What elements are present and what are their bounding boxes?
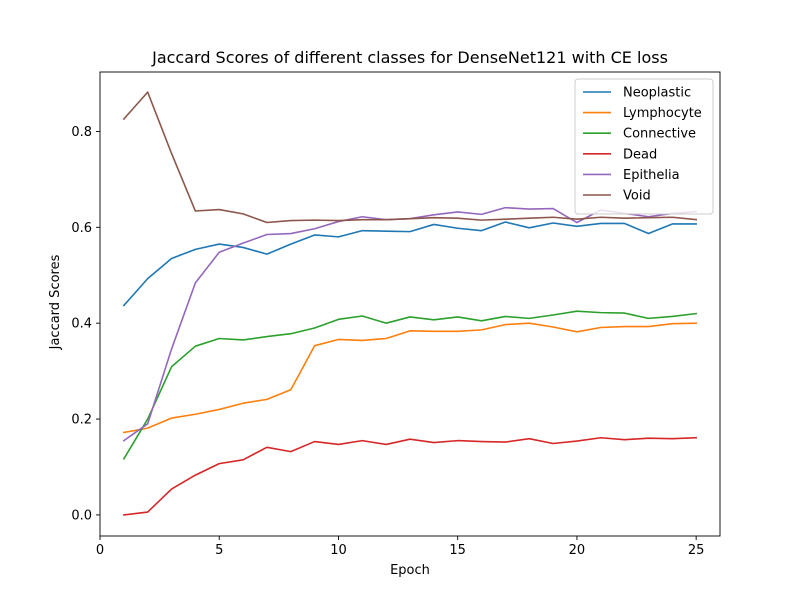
- x-tick-label: 15: [449, 543, 466, 558]
- legend: Neoplastic Lymphocyte Connective Dead Epithe…: [574, 78, 714, 215]
- series-layer: [122, 91, 698, 516]
- y-axis-label: Jaccard Scores: [48, 254, 63, 350]
- series-line-void: [122, 91, 698, 224]
- series-line-neoplastic: [122, 221, 697, 307]
- y-tick-label: 0.2: [71, 413, 92, 428]
- plot-frame: [99, 71, 721, 537]
- x-tick-label: 5: [215, 543, 223, 558]
- legend-label-void: Void: [623, 189, 651, 204]
- legend-label-connective: Connective: [623, 127, 696, 142]
- x-tick-label: 10: [330, 543, 347, 558]
- x-tick-label: 20: [569, 543, 586, 558]
- legend-label-lymphocyte: Lymphocyte: [623, 106, 702, 121]
- y-tick-label: 0.4: [71, 317, 92, 332]
- series-line-connective: [122, 310, 698, 460]
- axes-layer: 0 5 10 15 20 25 0.0 0.2 0.4 0.6 0.8: [71, 71, 721, 558]
- legend-label-dead: Dead: [623, 147, 657, 162]
- series-line-lymphocyte: [122, 322, 697, 434]
- series-line-dead: [122, 436, 697, 516]
- y-tick-label: 0.0: [71, 508, 92, 523]
- x-axis-label: Epoch: [390, 563, 430, 578]
- y-tick-label: 0.6: [71, 221, 92, 236]
- x-tick-label: 0: [96, 543, 104, 558]
- x-tick-label: 25: [688, 543, 705, 558]
- legend-label-epithelia: Epithelia: [623, 168, 680, 183]
- y-tick-label: 0.8: [71, 125, 92, 140]
- chart-title: Jaccard Scores of different classes for …: [151, 48, 668, 67]
- legend-label-neoplastic: Neoplastic: [623, 86, 691, 101]
